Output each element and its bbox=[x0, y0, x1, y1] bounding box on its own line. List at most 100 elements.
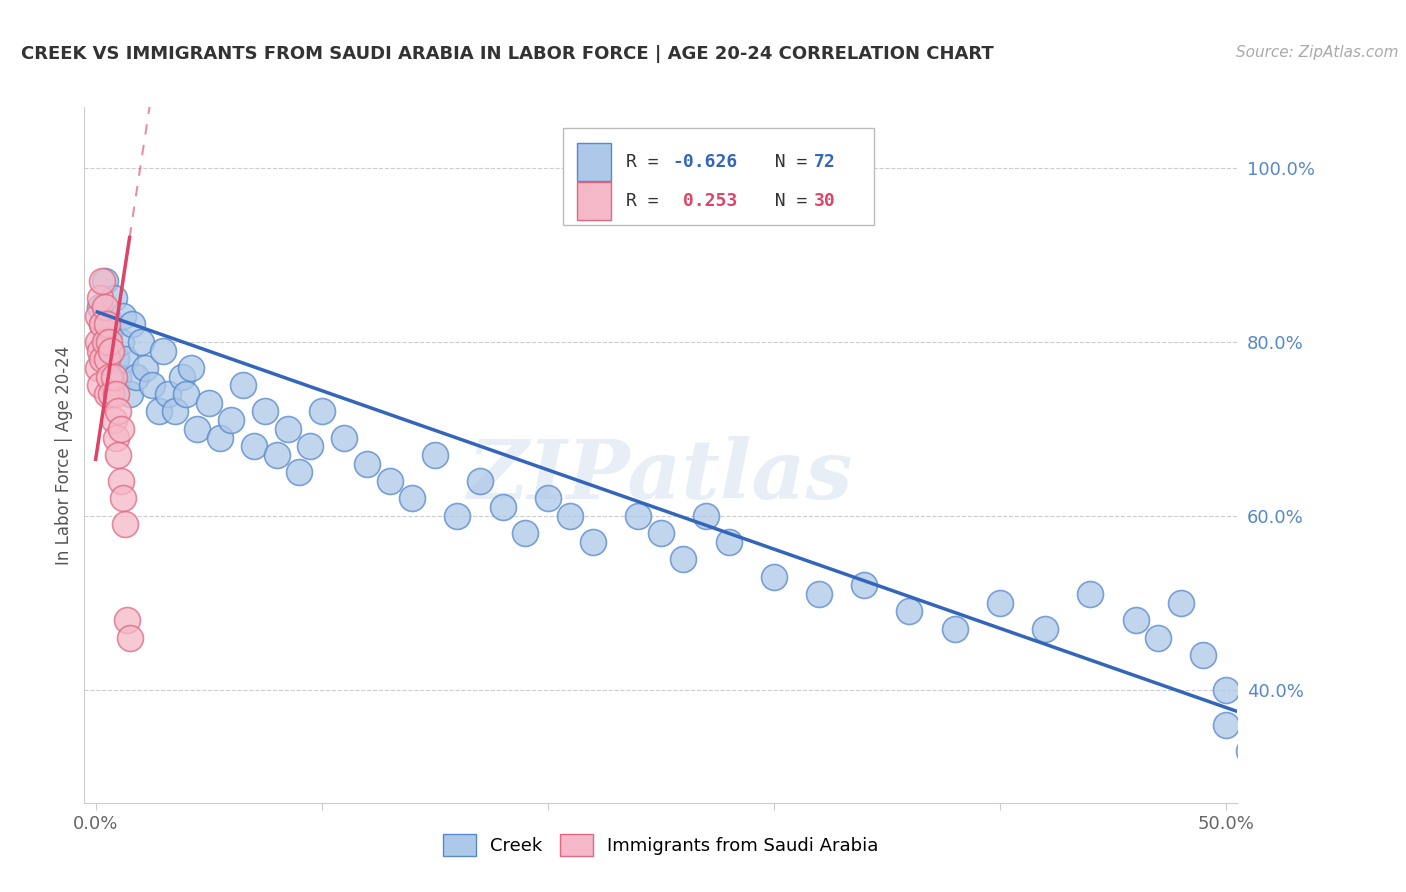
Point bbox=[100, 387, 122, 401]
Text: ZIPatlas: ZIPatlas bbox=[468, 436, 853, 516]
Point bbox=[114, 352, 136, 367]
Point bbox=[1237, 744, 1260, 758]
Point bbox=[356, 457, 378, 471]
Point bbox=[105, 387, 128, 401]
Point bbox=[129, 334, 152, 349]
Point bbox=[174, 387, 197, 401]
Point bbox=[243, 439, 266, 453]
Point bbox=[650, 526, 672, 541]
Text: CREEK VS IMMIGRANTS FROM SAUDI ARABIA IN LABOR FORCE | AGE 20-24 CORRELATION CHA: CREEK VS IMMIGRANTS FROM SAUDI ARABIA IN… bbox=[21, 45, 994, 62]
Point bbox=[299, 439, 322, 453]
Point bbox=[197, 396, 219, 410]
Point bbox=[1215, 682, 1237, 697]
Point bbox=[1192, 648, 1215, 662]
Point bbox=[1033, 622, 1056, 636]
Point bbox=[87, 361, 110, 376]
Point bbox=[105, 431, 128, 445]
Point bbox=[582, 535, 605, 549]
Point bbox=[266, 448, 288, 462]
Point bbox=[672, 552, 695, 566]
Point bbox=[98, 326, 121, 340]
Point bbox=[117, 613, 139, 627]
Point bbox=[277, 422, 299, 436]
Point bbox=[1260, 778, 1282, 793]
Point bbox=[311, 404, 333, 418]
Point bbox=[446, 508, 468, 523]
Point bbox=[93, 274, 115, 288]
Point bbox=[89, 378, 111, 392]
Point bbox=[515, 526, 537, 541]
Point bbox=[98, 369, 121, 384]
Point bbox=[96, 387, 118, 401]
Point bbox=[111, 491, 134, 506]
Point bbox=[89, 300, 111, 314]
Point bbox=[468, 474, 491, 488]
Text: 0.253: 0.253 bbox=[672, 192, 738, 210]
Point bbox=[89, 291, 111, 305]
Point bbox=[107, 404, 129, 418]
Point bbox=[96, 318, 118, 332]
Point bbox=[221, 413, 243, 427]
Point bbox=[134, 361, 156, 376]
Point bbox=[141, 378, 163, 392]
Point bbox=[560, 508, 582, 523]
Point bbox=[91, 274, 114, 288]
Point bbox=[988, 596, 1011, 610]
Point bbox=[107, 448, 129, 462]
Point bbox=[107, 369, 129, 384]
Point bbox=[103, 369, 125, 384]
Point bbox=[1147, 631, 1170, 645]
Point bbox=[152, 343, 174, 358]
Point bbox=[401, 491, 423, 506]
Point bbox=[87, 334, 110, 349]
Text: N =: N = bbox=[754, 192, 818, 210]
Point bbox=[110, 422, 132, 436]
Point bbox=[288, 465, 311, 479]
Point bbox=[491, 500, 513, 514]
Y-axis label: In Labor Force | Age 20-24: In Labor Force | Age 20-24 bbox=[55, 345, 73, 565]
Point bbox=[762, 570, 785, 584]
Point bbox=[853, 578, 876, 592]
Legend: Creek, Immigrants from Saudi Arabia: Creek, Immigrants from Saudi Arabia bbox=[436, 827, 886, 863]
Point bbox=[1078, 587, 1101, 601]
Point bbox=[254, 404, 277, 418]
FancyBboxPatch shape bbox=[562, 128, 875, 226]
Point bbox=[208, 431, 231, 445]
Point bbox=[93, 300, 115, 314]
Text: 72: 72 bbox=[814, 153, 837, 171]
Point bbox=[91, 318, 114, 332]
Point bbox=[163, 404, 186, 418]
Point bbox=[125, 369, 148, 384]
Point bbox=[232, 378, 254, 392]
Point bbox=[808, 587, 831, 601]
Point bbox=[87, 309, 110, 323]
Point bbox=[110, 474, 132, 488]
Text: R =: R = bbox=[626, 153, 669, 171]
Point bbox=[96, 309, 118, 323]
Point bbox=[423, 448, 446, 462]
Text: R =: R = bbox=[626, 192, 669, 210]
Point bbox=[103, 413, 125, 427]
Text: N =: N = bbox=[754, 153, 818, 171]
Point bbox=[118, 631, 141, 645]
Point bbox=[943, 622, 966, 636]
Point bbox=[1125, 613, 1147, 627]
Point bbox=[1282, 796, 1305, 810]
Point bbox=[103, 291, 125, 305]
Point bbox=[118, 387, 141, 401]
Point bbox=[378, 474, 401, 488]
Text: Source: ZipAtlas.com: Source: ZipAtlas.com bbox=[1236, 45, 1399, 60]
Point bbox=[111, 309, 134, 323]
Bar bbox=[576, 182, 612, 220]
Point bbox=[98, 334, 121, 349]
Point bbox=[89, 343, 111, 358]
Point bbox=[148, 404, 170, 418]
Point bbox=[93, 334, 115, 349]
Point bbox=[898, 605, 921, 619]
Point bbox=[537, 491, 560, 506]
Bar bbox=[576, 143, 612, 181]
Point bbox=[96, 352, 118, 367]
Point bbox=[186, 422, 208, 436]
Point bbox=[1215, 717, 1237, 731]
Point bbox=[100, 343, 122, 358]
